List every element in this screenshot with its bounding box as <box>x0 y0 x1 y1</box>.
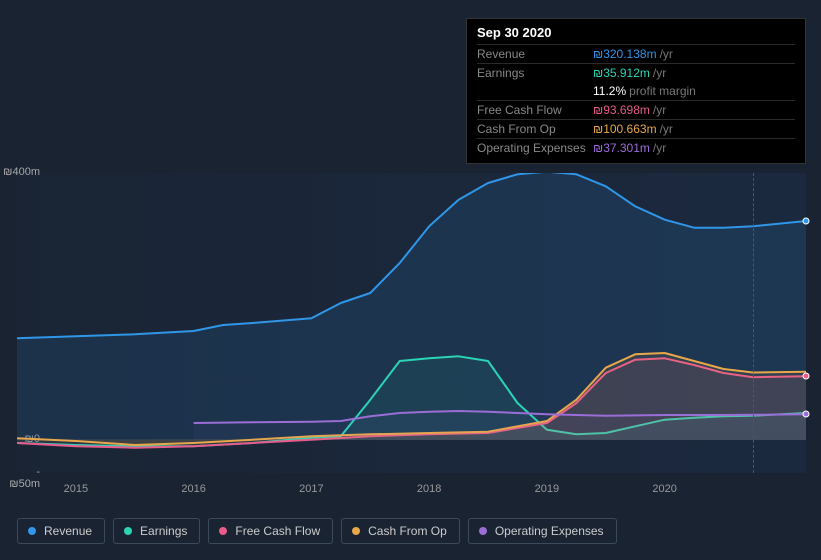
tooltip-row-value-wrap: ₪35.912m/yr <box>593 66 666 80</box>
tooltip-row-label: Operating Expenses <box>477 141 593 155</box>
tooltip-row: Revenue₪320.138m/yr <box>477 44 795 63</box>
legend-dot-icon <box>28 527 36 535</box>
x-tick-label: 2017 <box>299 483 323 495</box>
legend-label: Earnings <box>140 524 187 538</box>
legend-label: Cash From Op <box>368 524 447 538</box>
tooltip-row-suffix: /yr <box>660 122 673 136</box>
x-tick-label: 2018 <box>417 483 441 495</box>
tooltip-row-value: 11.2% <box>593 84 626 98</box>
tooltip-row-suffix: profit margin <box>629 84 696 98</box>
tooltip-panel: Sep 30 2020 Revenue₪320.138m/yrEarnings₪… <box>466 18 806 164</box>
x-tick-label: 2015 <box>64 483 88 495</box>
legend-label: Free Cash Flow <box>235 524 320 538</box>
series-end-dot <box>803 373 810 380</box>
tooltip-row-value-wrap: ₪320.138m/yr <box>593 47 673 61</box>
tooltip-vline <box>753 173 754 473</box>
tooltip-date: Sep 30 2020 <box>477 25 795 44</box>
legend-item[interactable]: Cash From Op <box>341 518 460 544</box>
tooltip-row-suffix: /yr <box>653 66 666 80</box>
legend: Revenue Earnings Free Cash Flow Cash From O… <box>17 518 617 544</box>
plot-region[interactable] <box>17 173 806 473</box>
tooltip-row-label: Revenue <box>477 47 593 61</box>
series-end-dot <box>803 218 810 225</box>
tooltip-row-label: Free Cash Flow <box>477 103 593 117</box>
tooltip-row-suffix: /yr <box>653 141 666 155</box>
tooltip-row-suffix: /yr <box>653 103 666 117</box>
legend-label: Operating Expenses <box>495 524 604 538</box>
x-tick-label: 2019 <box>535 483 559 495</box>
tooltip-row-label: Earnings <box>477 66 593 80</box>
chart-area: ₪400m₪0-₪50m 201520162017201820192020 <box>17 155 806 475</box>
tooltip-row-value: ₪35.912m <box>593 66 650 80</box>
chart-svg <box>17 173 806 473</box>
legend-item[interactable]: Earnings <box>113 518 200 544</box>
legend-dot-icon <box>124 527 132 535</box>
legend-dot-icon <box>479 527 487 535</box>
tooltip-row: Earnings₪35.912m/yr <box>477 63 795 82</box>
tooltip-row-label: Cash From Op <box>477 122 593 136</box>
tooltip-row: 11.2%profit margin <box>477 82 795 100</box>
tooltip-row-value: ₪100.663m <box>593 122 657 136</box>
series-end-dot <box>803 411 810 418</box>
tooltip-row-value-wrap: ₪100.663m/yr <box>593 122 673 136</box>
tooltip-row: Cash From Op₪100.663m/yr <box>477 119 795 138</box>
legend-item[interactable]: Free Cash Flow <box>208 518 333 544</box>
tooltip-row-value-wrap: ₪37.301m/yr <box>593 141 666 155</box>
tooltip-rows: Revenue₪320.138m/yrEarnings₪35.912m/yr11… <box>477 44 795 157</box>
legend-dot-icon <box>219 527 227 535</box>
x-tick-label: 2016 <box>181 483 205 495</box>
tooltip-row-value-wrap: ₪93.698m/yr <box>593 103 666 117</box>
tooltip-row-label <box>477 84 593 98</box>
tooltip-row-value: ₪37.301m <box>593 141 650 155</box>
legend-label: Revenue <box>44 524 92 538</box>
legend-item[interactable]: Revenue <box>17 518 105 544</box>
tooltip-row: Free Cash Flow₪93.698m/yr <box>477 100 795 119</box>
x-tick-label: 2020 <box>652 483 676 495</box>
tooltip-row-value: ₪320.138m <box>593 47 657 61</box>
legend-dot-icon <box>352 527 360 535</box>
tooltip-row-value-wrap: 11.2%profit margin <box>593 84 696 98</box>
tooltip-row-value: ₪93.698m <box>593 103 650 117</box>
tooltip-row-suffix: /yr <box>660 47 673 61</box>
legend-item[interactable]: Operating Expenses <box>468 518 617 544</box>
